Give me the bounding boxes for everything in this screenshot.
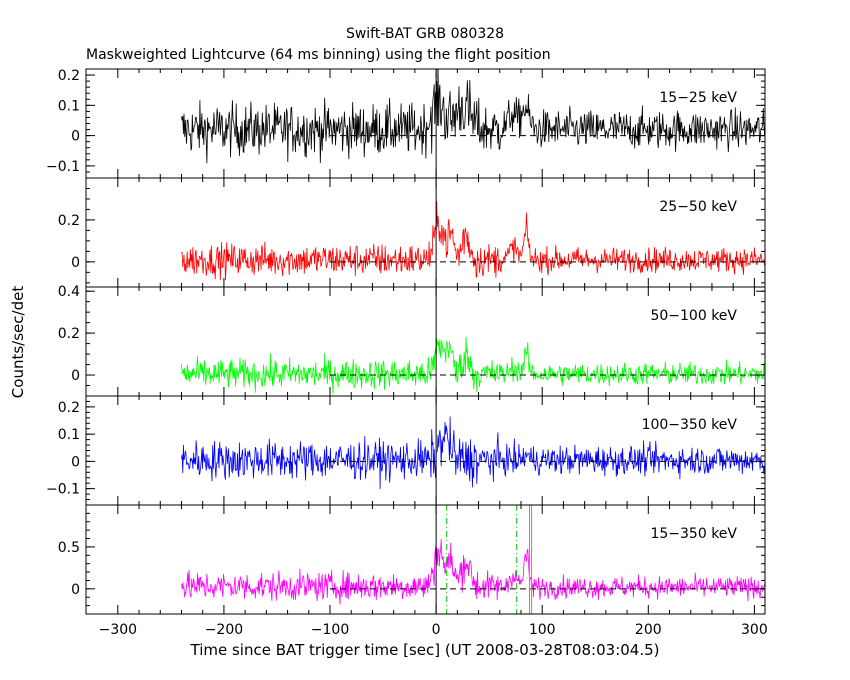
panel-frame <box>85 504 766 615</box>
x-axis-label: Time since BAT trigger time [sec] (UT 20… <box>190 641 660 659</box>
y-tick-label: 0.1 <box>58 98 80 114</box>
chart-title: Swift-BAT GRB 080328 <box>346 26 504 42</box>
x-tick-label: −200 <box>205 622 243 638</box>
panel-2: 0 0.2 25−50 keV <box>58 177 766 288</box>
x-tick-label: 200 <box>635 622 662 638</box>
y-tick-label: 0.5 <box>58 540 80 556</box>
chart-subtitle: Maskweighted Lightcurve (64 ms binning) … <box>86 47 551 63</box>
y-tick-label: 0.2 <box>58 326 80 342</box>
x-tick-label: 100 <box>529 622 556 638</box>
y-tick-label: 0 <box>71 454 80 470</box>
x-tick-label: 0 <box>432 622 441 638</box>
x-tick-label: −300 <box>99 622 137 638</box>
y-tick-label: 0.4 <box>58 284 80 300</box>
y-tick-label: 0.1 <box>58 427 80 443</box>
lightcurve-series-5 <box>181 539 765 605</box>
panel-energy-label: 50−100 keV <box>650 308 737 324</box>
panel-5: 0 0.5 15−350 keV <box>58 504 766 615</box>
y-tick-label: 0 <box>71 368 80 384</box>
panel-energy-label: 100−350 keV <box>642 417 738 433</box>
y-tick-label: 0.2 <box>58 400 80 416</box>
lightcurve-series-3 <box>181 336 765 395</box>
panel-energy-label: 25−50 keV <box>659 199 737 215</box>
panel-4: −0.1 0 0.1 0.2 100−350 keV <box>46 395 766 506</box>
x-tick-label: −100 <box>311 622 349 638</box>
y-axis-label: Counts/sec/det <box>9 286 27 399</box>
x-tick-label: 300 <box>741 622 768 638</box>
y-tick-label: 0 <box>71 129 80 145</box>
y-tick-label: 0.2 <box>58 68 80 84</box>
panel-1: −0.1 0 0.1 0.2 15−25 keV <box>46 68 766 179</box>
lightcurve-series-2 <box>181 201 765 281</box>
y-tick-label: −0.1 <box>46 159 80 175</box>
y-tick-label: 0 <box>71 582 80 598</box>
panel-energy-label: 15−350 keV <box>650 526 737 542</box>
panel-energy-label: 15−25 keV <box>659 90 737 106</box>
y-tick-label: 0.2 <box>58 213 80 229</box>
lightcurve-series-1 <box>181 69 765 164</box>
y-tick-label: −0.1 <box>46 482 80 498</box>
x-tick-labels-group: −300 −200 −100 0 100 200 300 <box>99 622 768 638</box>
panel-frame <box>85 177 766 288</box>
panels-group: −0.1 0 0.1 0.2 15−25 keV 0 0.2 25−50 keV 0 0.2 0.4… <box>46 68 766 615</box>
panel-3: 0 0.2 0.4 50−100 keV <box>58 284 766 397</box>
lightcurve-series-4 <box>181 416 765 490</box>
y-tick-label: 0 <box>71 255 80 271</box>
